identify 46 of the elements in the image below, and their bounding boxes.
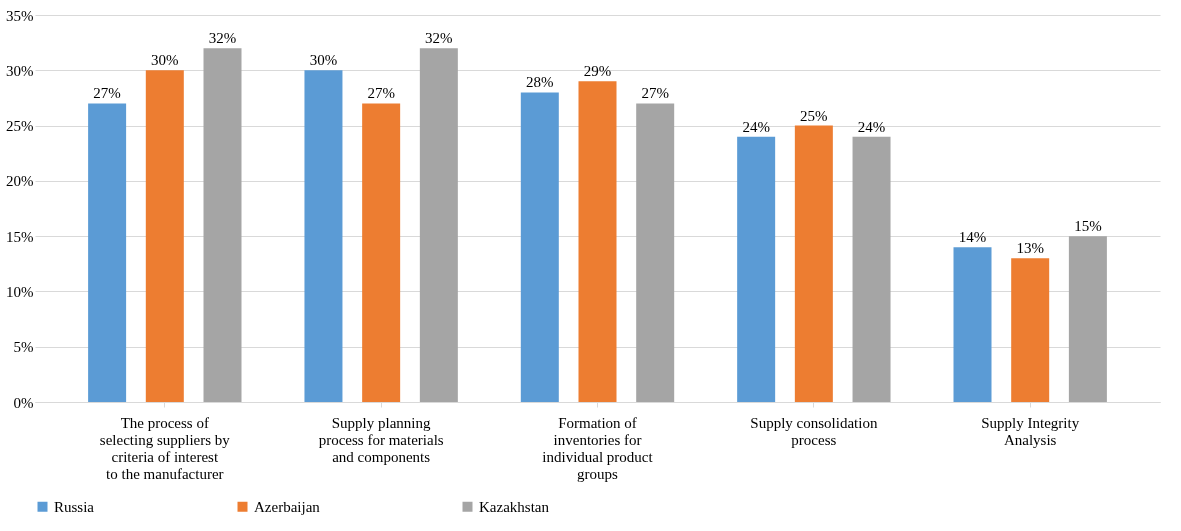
x-tick-label: Formation of inventories for individual product groups (542, 414, 654, 482)
y-tick-label: 25% (6, 118, 34, 135)
x-tick-label: Supply planning process for materials and components (318, 414, 444, 465)
bar (1011, 258, 1050, 402)
x-tick-label: Supply consolidation process (750, 414, 878, 448)
x-tick-label: Supply Integrity Analysis (981, 414, 1080, 448)
bar (578, 81, 617, 402)
data-label: 27% (93, 85, 121, 102)
bar (852, 136, 891, 402)
y-tick-label: 15% (6, 228, 34, 245)
data-label: 32% (208, 30, 237, 47)
y-tick-label: 0% (13, 394, 34, 411)
data-label: 24% (857, 118, 886, 135)
data-label: 24% (742, 118, 770, 135)
bar (419, 48, 458, 402)
bar (794, 125, 833, 402)
data-label: 27% (641, 85, 669, 102)
y-tick-label: 20% (6, 173, 34, 190)
data-label: 15% (1074, 218, 1102, 235)
bar (362, 103, 401, 402)
data-label: 28% (526, 74, 554, 91)
legend-label: Kazakhstan (479, 498, 550, 515)
y-tick-label: 30% (6, 62, 34, 79)
data-label: 13% (1016, 240, 1044, 257)
y-tick-label: 5% (13, 339, 34, 356)
data-label: 14% (958, 229, 987, 246)
y-tick-label: 35% (6, 7, 34, 24)
data-label: 29% (583, 63, 612, 80)
x-tick-label: The process of selecting suppliers by criteria of interest to the manufacturer (99, 414, 231, 482)
bar (145, 70, 184, 402)
bar (737, 136, 776, 402)
bar (304, 70, 343, 402)
legend-label: Azerbaijan (254, 498, 321, 515)
y-tick-label: 10% (6, 283, 34, 300)
legend-label: Russia (54, 498, 95, 515)
data-label: 30% (151, 52, 179, 69)
data-label: 32% (425, 30, 453, 47)
bar (88, 103, 127, 402)
bar (203, 48, 242, 402)
data-label: 27% (367, 85, 395, 102)
bar (1068, 236, 1107, 402)
bar (636, 103, 675, 402)
bar (953, 247, 992, 402)
data-label: 30% (309, 52, 338, 69)
data-label: 25% (800, 107, 828, 124)
bar (520, 92, 559, 402)
